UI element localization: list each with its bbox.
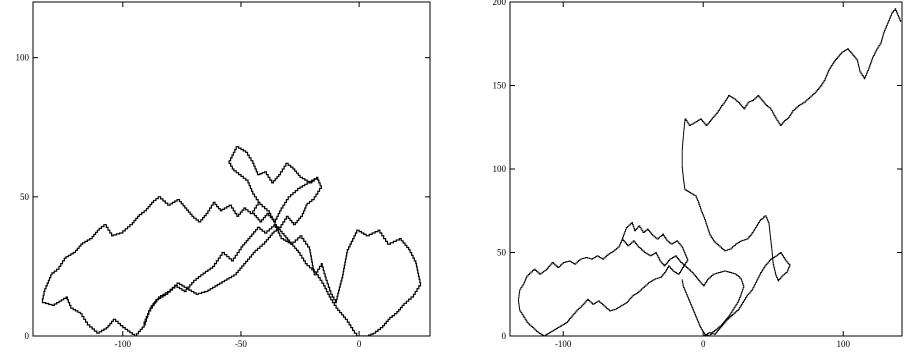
x-tick-label: 0 [701, 339, 706, 349]
plot-frame [32, 1, 431, 337]
y-tick-label: 200 [493, 0, 507, 7]
x-tick-label: 100 [836, 339, 850, 349]
chart-left: -100 -50 0 0 50 100 [16, 1, 431, 349]
series-line [51, 224, 422, 336]
y-tick-label: 0 [502, 331, 507, 341]
chart-right: -100 0 100 0 50 100 150 200 [493, 0, 903, 349]
y-tick-label: 50 [20, 192, 30, 202]
series-line [681, 8, 902, 336]
x-tick-label: 0 [357, 339, 362, 349]
x-tick-label: -100 [115, 339, 132, 349]
series-line [143, 176, 322, 325]
x-tick-label: -100 [555, 339, 572, 349]
y-tick-label: 100 [493, 164, 507, 174]
y-tick-label: 50 [497, 248, 507, 258]
series-line [622, 238, 745, 336]
series-line [228, 146, 318, 203]
series-line [41, 196, 355, 331]
x-tick-label: -50 [235, 339, 247, 349]
y-tick-label: 0 [25, 331, 30, 341]
y-tick-label: 150 [493, 81, 507, 91]
series-line [517, 221, 689, 336]
y-tick-label: 100 [16, 53, 30, 63]
